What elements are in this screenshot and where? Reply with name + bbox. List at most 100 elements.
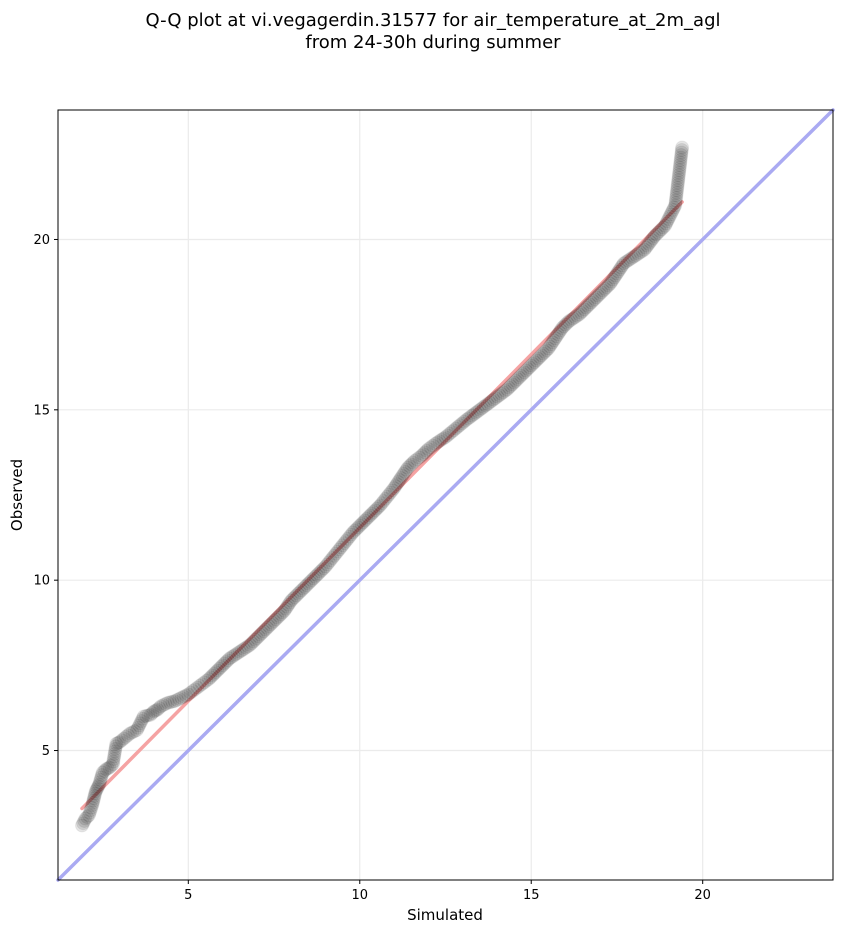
quantile-point: [656, 220, 671, 235]
quantile-point: [638, 240, 653, 255]
quantile-point: [84, 800, 99, 815]
quantile-point: [255, 625, 270, 640]
quantile-point: [332, 542, 347, 557]
quantile-point: [669, 190, 684, 205]
quantile-point: [272, 608, 287, 623]
quantile-point: [91, 779, 106, 794]
quantile-point: [156, 698, 171, 713]
quantile-point: [448, 421, 463, 436]
quantile-point: [94, 770, 109, 785]
quantile-point: [256, 624, 271, 639]
quantile-point: [589, 290, 604, 305]
quantile-point: [383, 485, 398, 500]
quantile-point: [294, 583, 309, 598]
quantile-point: [507, 375, 522, 390]
quantile-point: [673, 153, 688, 168]
quantile-point: [261, 619, 276, 634]
quantile-point: [674, 142, 689, 157]
quantile-point: [633, 245, 648, 260]
quantile-point: [236, 642, 251, 656]
quantile-point: [160, 695, 175, 710]
quantile-point: [566, 311, 581, 326]
quantile-point: [428, 436, 443, 451]
quantile-point: [97, 763, 112, 778]
quantile-point: [357, 513, 372, 528]
quantile-point: [316, 561, 331, 576]
quantile-point: [226, 648, 241, 663]
quantile-points: [75, 140, 690, 833]
chart-title-line2: from 24-30h during summer: [305, 32, 561, 53]
quantile-point: [197, 675, 212, 690]
quantile-point: [167, 694, 182, 709]
quantile-point: [611, 264, 626, 279]
quantile-point: [474, 401, 489, 416]
quantile-point: [244, 636, 259, 651]
quantile-point: [278, 601, 293, 616]
plot-frame: [57, 109, 834, 881]
quantile-point: [393, 470, 408, 485]
quantile-point: [325, 551, 340, 566]
quantile-point: [369, 501, 384, 516]
quantile-point: [243, 637, 258, 652]
quantile-point: [92, 777, 107, 792]
quantile-point: [396, 466, 411, 481]
quantile-point: [517, 365, 532, 380]
quantile-point: [174, 690, 189, 705]
quantile-point: [210, 663, 225, 678]
quantile-point: [318, 559, 333, 574]
quantile-point: [669, 188, 684, 203]
quantile-point: [673, 150, 688, 165]
quantile-point: [527, 355, 542, 370]
quantile-point: [95, 765, 110, 780]
quantile-point: [478, 398, 493, 413]
quantile-point: [668, 193, 683, 208]
quantile-point: [92, 775, 107, 790]
quantile-point: [670, 178, 685, 193]
quantile-point: [108, 744, 123, 759]
quantile-point: [158, 696, 173, 711]
quantile-point: [93, 772, 108, 787]
quantile-point: [500, 382, 515, 397]
quantile-point: [667, 200, 682, 215]
quantile-point: [541, 341, 556, 356]
quantile-point: [548, 331, 563, 346]
quantile-point: [564, 312, 579, 327]
quantile-point: [230, 646, 245, 661]
quantile-point: [179, 688, 194, 703]
quantile-point: [188, 682, 203, 697]
quantile-point: [670, 180, 685, 195]
quantile-point: [135, 711, 150, 726]
quantile-point: [412, 450, 427, 465]
quantile-point: [87, 788, 102, 803]
quantile-point: [199, 673, 214, 688]
quantile-point: [172, 691, 187, 706]
quantile-point: [529, 353, 544, 368]
quantile-point: [532, 350, 547, 365]
quantile-point: [304, 573, 319, 588]
quantile-point: [549, 329, 564, 344]
quantile-point: [392, 473, 407, 488]
quantile-point: [301, 576, 316, 591]
quantile-point: [671, 173, 686, 188]
quantile-point: [457, 414, 472, 429]
quantile-point: [78, 811, 93, 826]
quantile-point: [381, 487, 396, 502]
quantile-point: [129, 723, 144, 738]
quantile-point: [87, 791, 102, 806]
x-tick-label: 5: [184, 888, 192, 903]
quantile-point: [99, 762, 114, 777]
quantile-point: [438, 430, 453, 445]
quantile-point: [86, 793, 101, 808]
quantile-point: [389, 477, 404, 492]
quantile-point: [643, 234, 658, 249]
quantile-point: [673, 158, 688, 173]
quantile-point: [486, 392, 501, 407]
quantile-point: [673, 155, 688, 170]
quantile-point: [505, 377, 520, 392]
quantile-point: [525, 356, 540, 371]
quantile-point: [375, 496, 390, 511]
quantile-point: [482, 395, 497, 410]
quantile-point: [618, 254, 633, 269]
quantile-point: [555, 321, 570, 336]
quantile-point: [152, 700, 167, 715]
